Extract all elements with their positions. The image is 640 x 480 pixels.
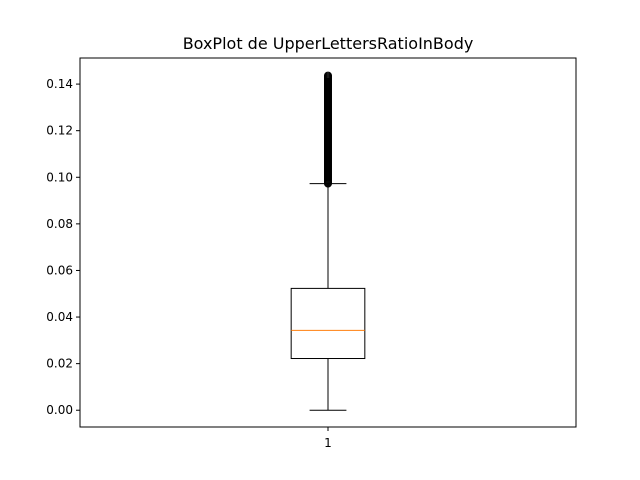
y-tick-label: 0.02 <box>46 357 73 371</box>
y-tick-label: 0.06 <box>46 263 73 277</box>
outliers <box>324 71 332 188</box>
plot-area <box>290 71 366 411</box>
chart-title: BoxPlot de UpperLettersRatioInBody <box>183 34 474 53</box>
y-axis: 0.00 0.02 0.04 0.06 0.08 0.10 0.12 0.14 <box>46 77 80 417</box>
x-tick-label: 1 <box>324 436 332 450</box>
y-tick-label: 0.04 <box>46 310 73 324</box>
iqr-box <box>290 287 366 360</box>
y-tick-label: 0.10 <box>46 170 73 184</box>
y-tick-label: 0.08 <box>46 217 73 231</box>
outlier-point <box>324 71 332 80</box>
y-tick-label: 0.14 <box>46 77 73 91</box>
y-tick-label: 0.00 <box>46 403 73 417</box>
x-axis: 1 <box>324 427 332 450</box>
y-tick-label: 0.12 <box>46 124 73 138</box>
